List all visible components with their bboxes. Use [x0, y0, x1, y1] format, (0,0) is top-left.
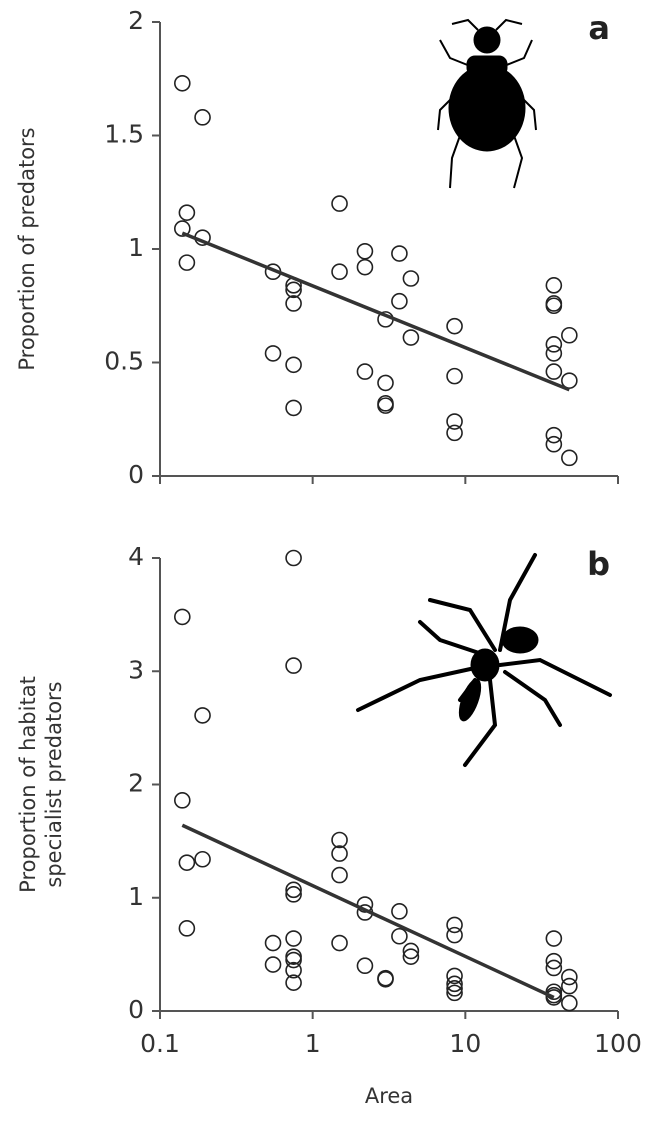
data-point [545, 297, 563, 315]
data-point [446, 926, 463, 944]
data-point [331, 831, 348, 849]
data-point [194, 109, 211, 126]
data-point [285, 930, 302, 947]
y-axis-label: Proportion of habitat [16, 676, 40, 893]
panel-label: b [587, 545, 610, 583]
data-point [446, 413, 463, 430]
data-point [446, 367, 463, 385]
data-point [285, 974, 302, 991]
data-point [446, 916, 463, 934]
y-axis-label: specialist predators [42, 681, 66, 887]
data-point [356, 258, 374, 276]
data-point [545, 426, 563, 444]
y-tick-label: 2 [128, 769, 144, 798]
data-point [285, 948, 302, 965]
data-point [402, 329, 420, 346]
data-point [545, 930, 563, 947]
data-point [561, 977, 578, 995]
trend-line [181, 231, 570, 392]
data-point [545, 952, 563, 970]
data-point [174, 608, 191, 626]
data-point [264, 956, 282, 973]
data-point [561, 326, 578, 344]
y-tick-label: 1 [128, 233, 144, 262]
data-point [545, 435, 563, 453]
data-point [174, 792, 191, 809]
y-tick-label: 3 [128, 655, 144, 684]
data-point [264, 934, 282, 952]
data-point [446, 424, 463, 442]
y-tick-label: 1.5 [104, 120, 144, 149]
data-point [331, 195, 348, 212]
data-point [174, 220, 191, 237]
data-point [545, 363, 563, 380]
x-tick-label: 1 [305, 1029, 321, 1058]
data-point [178, 204, 196, 221]
data-point [285, 951, 302, 969]
data-point [356, 957, 374, 975]
data-point [178, 920, 196, 937]
data-point [545, 959, 563, 977]
data-point [377, 374, 394, 392]
data-point [356, 363, 374, 380]
y-tick-label: 0.5 [104, 347, 144, 376]
data-point [545, 989, 563, 1006]
y-tick-label: 0 [128, 995, 144, 1024]
y-tick-label: 0 [128, 460, 144, 489]
data-point [545, 336, 563, 353]
data-point [402, 270, 420, 287]
data-point [285, 399, 302, 417]
data-point [446, 967, 463, 985]
data-point [402, 942, 420, 960]
data-point [285, 281, 302, 299]
data-point [446, 984, 463, 1002]
y-tick-label: 1 [128, 882, 144, 911]
data-point [545, 345, 563, 362]
trend-line [181, 823, 555, 999]
data-point [285, 549, 302, 567]
panel-label: a [588, 9, 610, 47]
data-point [331, 263, 348, 281]
beetle-silhouette [437, 18, 537, 189]
data-point [285, 657, 302, 674]
data-point [285, 295, 302, 312]
y-tick-label: 2 [128, 6, 144, 35]
data-point [391, 903, 408, 920]
data-point [178, 854, 196, 871]
data-point [264, 345, 282, 362]
data-point [446, 317, 463, 335]
data-point [285, 356, 302, 374]
data-point [377, 397, 394, 414]
data-point [331, 845, 348, 862]
data-point [391, 245, 408, 262]
data-point [356, 242, 374, 260]
data-point [194, 707, 211, 724]
spider-silhouette [356, 553, 612, 767]
data-point [446, 980, 463, 997]
data-point [194, 850, 211, 868]
data-point [377, 970, 394, 988]
data-point [545, 277, 563, 294]
data-point [331, 866, 348, 884]
data-point [391, 927, 408, 945]
data-point [285, 881, 302, 899]
data-point [285, 886, 302, 903]
data-point [561, 449, 578, 467]
x-axis-label: Area [365, 1084, 413, 1108]
data-point [402, 948, 420, 965]
data-point [331, 934, 348, 952]
y-tick-label: 4 [128, 542, 144, 571]
data-point [561, 994, 578, 1012]
x-tick-label: 10 [449, 1029, 481, 1058]
data-point [561, 968, 578, 986]
x-tick-label: 0.1 [140, 1029, 180, 1058]
data-point [285, 961, 302, 979]
data-point [174, 74, 191, 92]
x-tick-label: 100 [594, 1029, 642, 1058]
y-axis-label: Proportion of predators [15, 127, 39, 370]
data-point [391, 292, 408, 310]
data-point [446, 975, 463, 993]
data-point [178, 254, 196, 271]
